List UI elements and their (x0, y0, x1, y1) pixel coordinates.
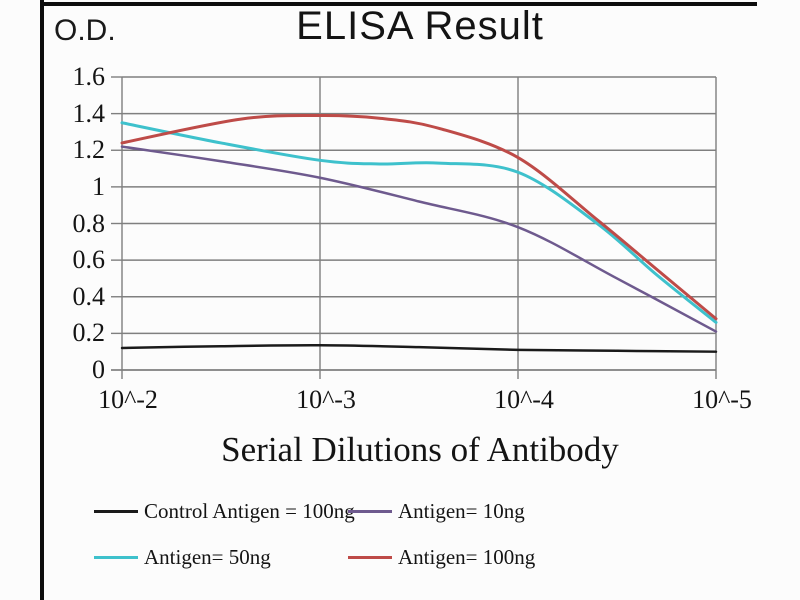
y-axis-unit-label: O.D. (54, 14, 116, 47)
y-tick-label: 1 (92, 171, 105, 201)
legend-label: Antigen= 10ng (398, 498, 525, 523)
x-tick-label: 10^-4 (494, 385, 554, 414)
legend-line-swatch (348, 555, 392, 559)
y-tick-label: 0.4 (72, 281, 106, 311)
legend-line-swatch (348, 509, 392, 513)
series-line-control-antigen-100ng (120, 344, 718, 353)
y-tick-label: 1.2 (72, 135, 106, 165)
series-line-antigen-50ng (120, 121, 718, 324)
legend-line-swatch (94, 555, 138, 559)
series-line-antigen-10ng (120, 145, 718, 333)
x-tick-label: 10^-2 (98, 385, 158, 414)
legend-item: Control Antigen = 100ng (94, 496, 355, 526)
figure-left-border (40, 0, 44, 600)
y-tick-label: 0.8 (72, 208, 106, 238)
legend-item: Antigen= 10ng (348, 496, 674, 526)
legend-label: Antigen= 100ng (398, 544, 536, 569)
y-tick-label: 0 (92, 355, 105, 384)
figure-top-border (40, 2, 757, 6)
chart-title: ELISA Result (296, 4, 544, 48)
y-tick-label: 1.4 (72, 98, 106, 128)
legend-item: Antigen= 50ng (94, 542, 348, 572)
legend-label: Control Antigen = 100ng (144, 498, 355, 523)
legend-line-swatch (94, 509, 138, 513)
y-tick-label: 1.6 (72, 62, 106, 91)
x-tick-label: 10^-3 (296, 385, 356, 414)
legend-label: Antigen= 50ng (144, 544, 271, 569)
y-tick-label: 0.2 (72, 318, 106, 348)
legend: Control Antigen = 100ng Antigen= 10ng Anti… (94, 496, 674, 572)
series-line-antigen-100ng (120, 113, 718, 321)
y-tick-label: 0.6 (72, 245, 106, 275)
x-axis-title: Serial Dilutions of Antibody (221, 430, 619, 469)
x-tick-label: 10^-5 (692, 385, 752, 414)
legend-item: Antigen= 100ng (348, 542, 674, 572)
